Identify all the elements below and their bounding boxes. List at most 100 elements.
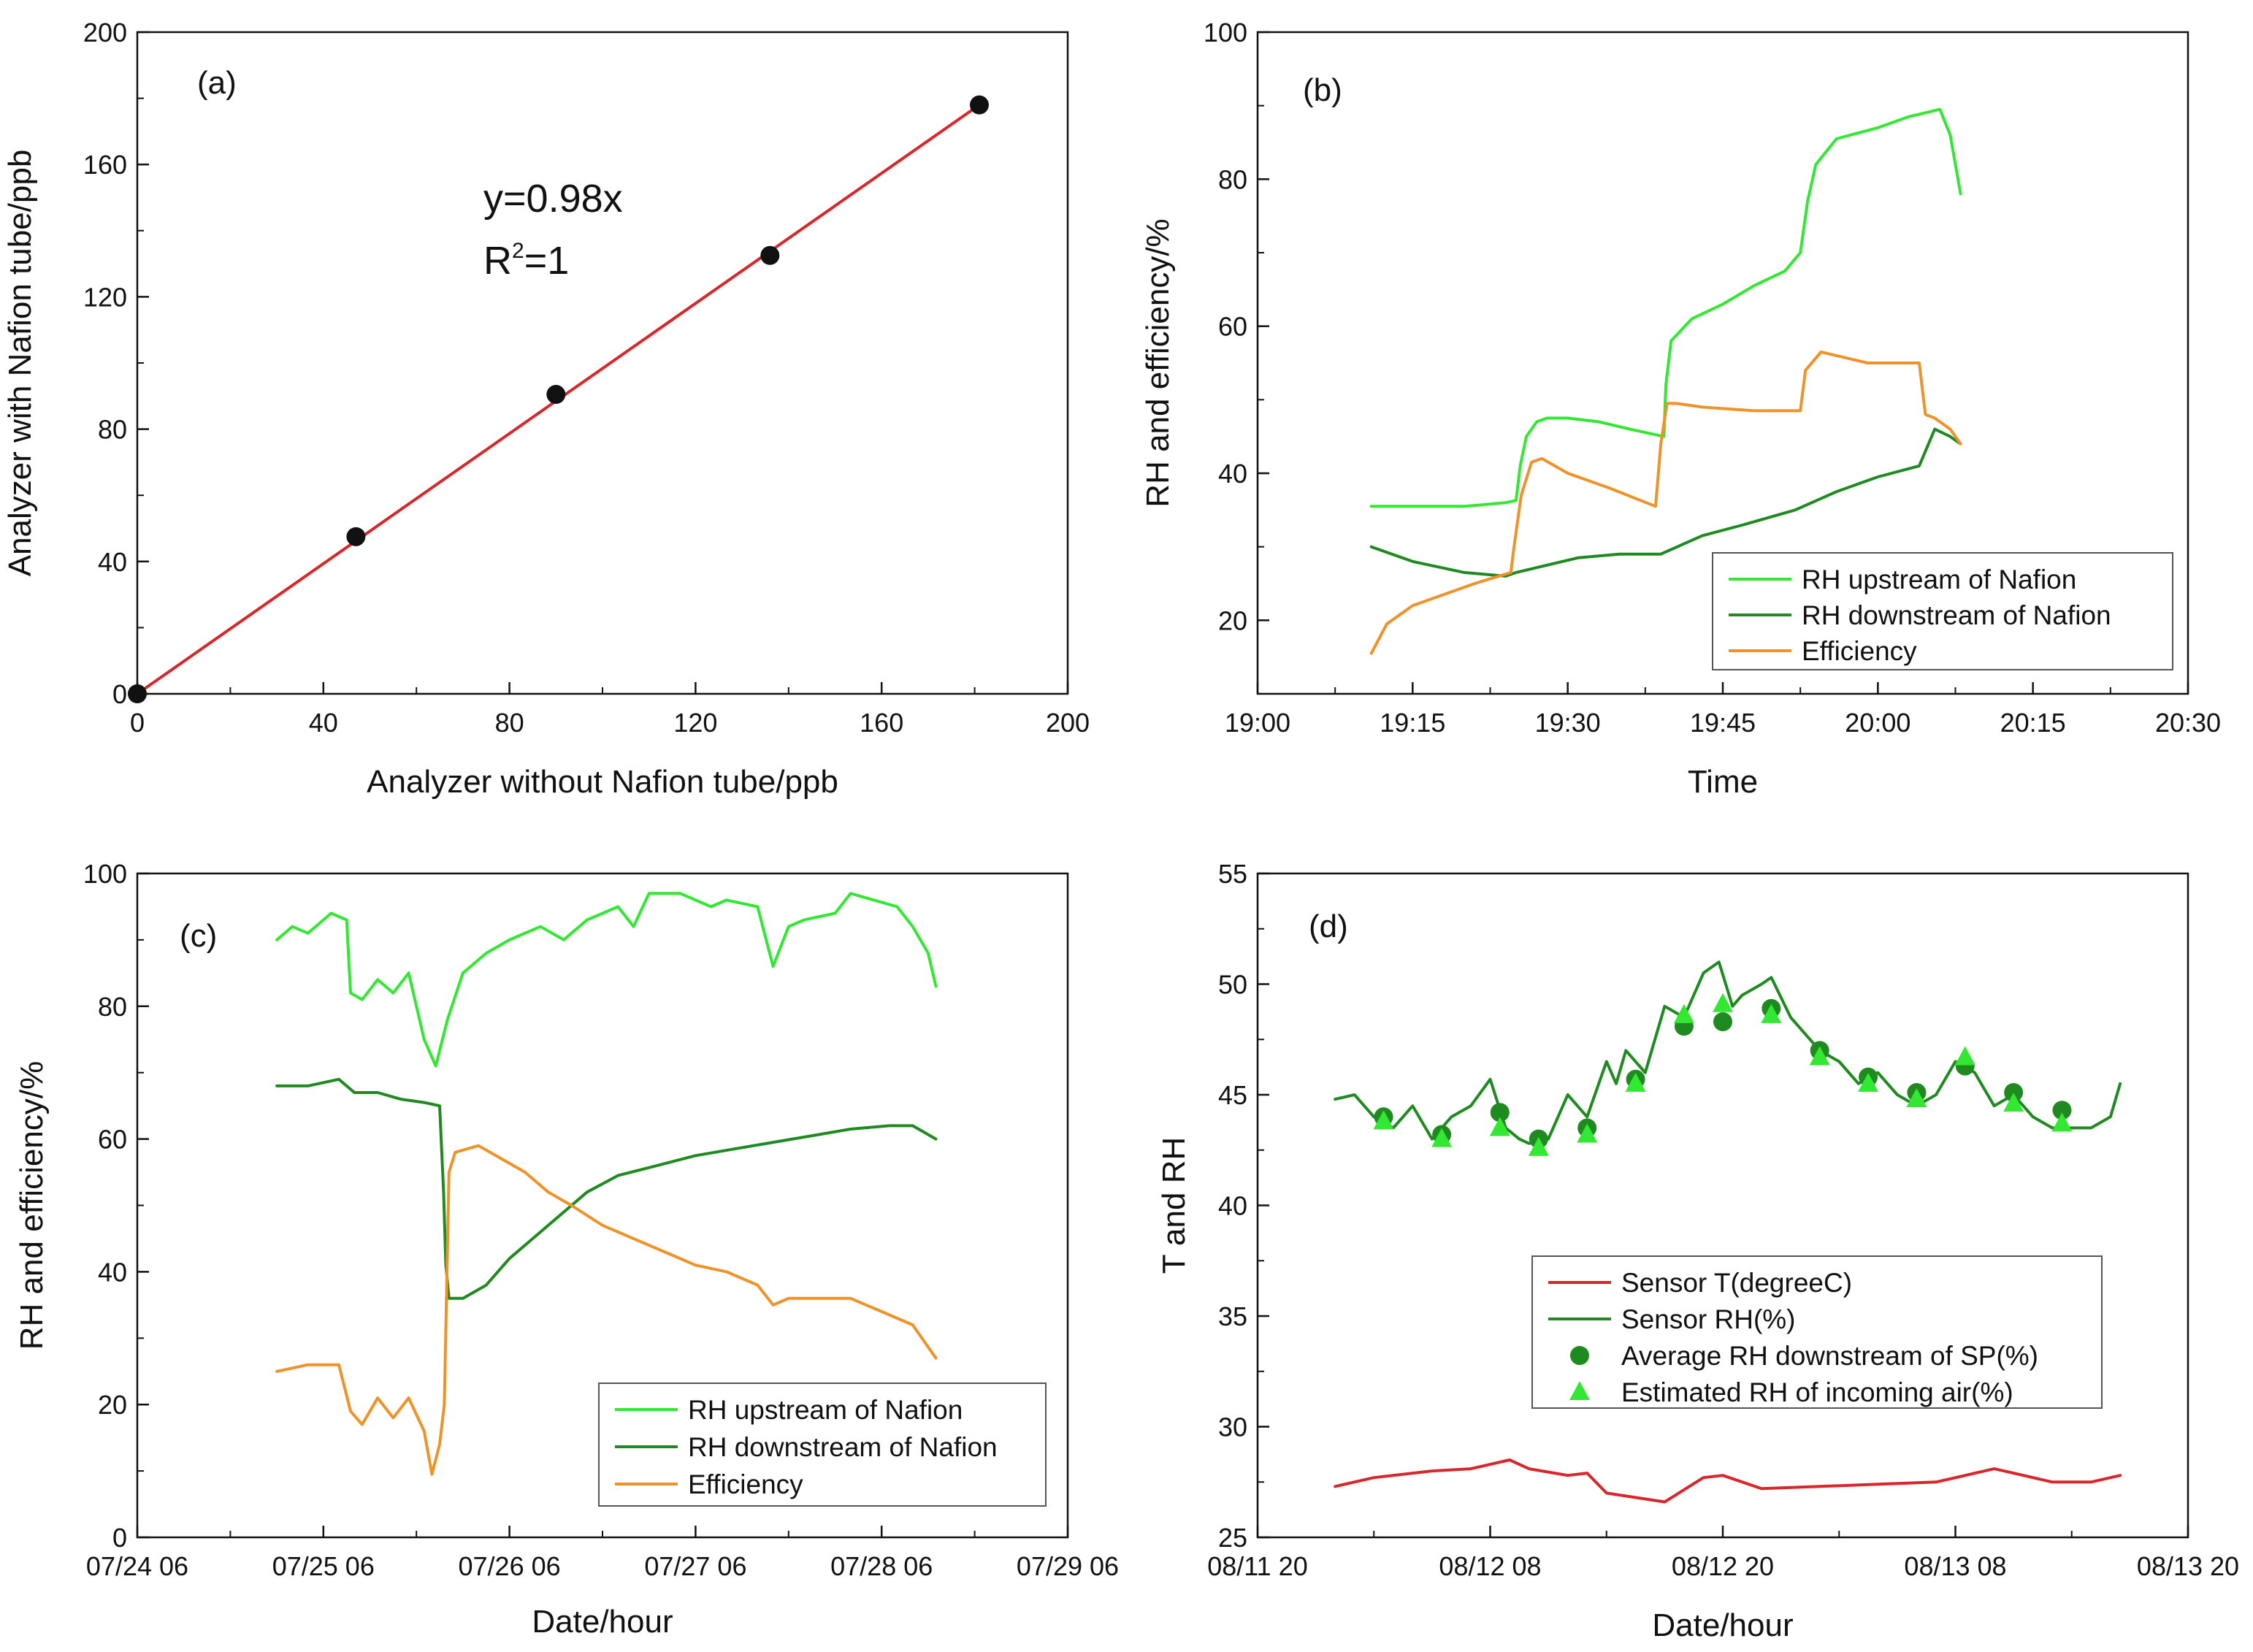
y-axis-label: T and RH [1156, 1137, 1192, 1274]
x-tick-label: 20:15 [2000, 708, 2066, 738]
legend-swatch-circle [1570, 1346, 1589, 1365]
y-tick-label: 50 [1218, 970, 1247, 1000]
y-tick-label: 80 [1218, 164, 1247, 194]
marker-triangle [1673, 1003, 1694, 1023]
r-squared-value: =1 [524, 239, 570, 283]
x-tick-label: 07/27 06 [644, 1551, 746, 1581]
y-tick-label: 25 [1218, 1523, 1247, 1553]
marker-triangle [1431, 1128, 1453, 1147]
series-line-d-1 [1334, 960, 2122, 1145]
data-point [760, 245, 780, 265]
legend-label: Estimated RH of incoming air(%) [1621, 1377, 2013, 1407]
panel-label: (d) [1309, 909, 1348, 944]
legend-b: RH upstream of Nafion RH downstream of Na… [1712, 552, 2173, 670]
y-tick-label: 200 [83, 18, 127, 47]
y-tick-label: 40 [1218, 1191, 1247, 1221]
x-tick-label: 40 [309, 708, 338, 738]
y-tick-label: 35 [1218, 1301, 1247, 1331]
marker-triangle [1809, 1046, 1830, 1066]
x-tick-label: 19:00 [1225, 708, 1290, 738]
x-axis-label: Date/hour [532, 1604, 673, 1640]
legend-label: Average RH downstream of SP(%) [1621, 1341, 2038, 1371]
legend-label: Efficiency [688, 1469, 803, 1499]
equation-label: y=0.98x [483, 177, 623, 221]
x-tick-label: 08/12 20 [1672, 1551, 1774, 1581]
y-tick-label: 40 [1218, 459, 1247, 489]
x-tick-label: 20:30 [2155, 708, 2221, 738]
y-tick-label: 60 [1218, 312, 1247, 342]
y-tick-label: 40 [98, 1257, 127, 1287]
legend-label: Sensor T(degreeC) [1621, 1268, 1852, 1298]
x-tick-label: 07/24 06 [86, 1551, 188, 1581]
y-axis-label: Analyzer with Nafion tube/ppb [2, 150, 38, 577]
x-tick-label: 20:00 [1845, 708, 1910, 738]
x-tick-label: 120 [673, 708, 717, 738]
marker-circle [2004, 1082, 2024, 1102]
marker-triangle [2003, 1093, 2024, 1112]
marker-triangle [1489, 1117, 1510, 1136]
marker-triangle [1577, 1123, 1598, 1143]
marker-circle [1490, 1103, 1510, 1123]
marker-triangle [1858, 1072, 1879, 1092]
r-squared-base: R [483, 239, 512, 283]
x-tick-label: 07/28 06 [830, 1551, 933, 1581]
y-tick-label: 45 [1218, 1080, 1247, 1110]
x-tick-label: 08/13 08 [1904, 1551, 2006, 1581]
x-tick-label: 160 [860, 708, 903, 738]
series-line-c-0 [275, 892, 938, 1068]
panel-label: (a) [197, 65, 237, 101]
y-tick-label: 100 [1204, 18, 1247, 47]
series-line-b-2 [1369, 350, 1962, 655]
marker-triangle [1373, 1110, 1394, 1130]
marker-triangle [1713, 993, 1733, 1012]
y-tick-label: 120 [83, 282, 127, 312]
x-tick-label: 19:45 [1690, 708, 1756, 738]
series-line-c-2 [275, 1144, 938, 1476]
x-axis-label: Analyzer without Nafion tube/ppb [367, 764, 838, 800]
marker-circle [2052, 1101, 2072, 1120]
y-tick-label: 30 [1218, 1412, 1247, 1442]
legend-label: RH upstream of Nafion [1802, 565, 2076, 594]
x-tick-label: 07/25 06 [272, 1551, 375, 1581]
x-tick-label: 07/29 06 [1017, 1551, 1119, 1581]
legend-label: Efficiency [1802, 636, 1917, 666]
x-tick-label: 0 [130, 708, 145, 738]
data-point [969, 95, 989, 115]
x-tick-label: 200 [1046, 708, 1090, 738]
series-line-d-0 [1334, 1458, 2122, 1504]
marker-triangle [1906, 1088, 1927, 1108]
y-tick-label: 160 [83, 150, 127, 180]
marker-triangle [1528, 1136, 1549, 1156]
marker-triangle [1761, 1003, 1782, 1023]
y-tick-label: 0 [112, 1523, 127, 1553]
panel-label: (b) [1303, 72, 1342, 108]
x-tick-label: 08/13 20 [2137, 1551, 2239, 1581]
y-tick-label: 80 [98, 992, 127, 1022]
x-tick-label: 07/26 06 [459, 1551, 561, 1581]
series-line-b-0 [1369, 107, 1962, 508]
marker-triangle [2051, 1112, 2073, 1132]
y-tick-label: 20 [98, 1390, 127, 1420]
marker-triangle [1625, 1072, 1646, 1092]
x-axis-label: Date/hour [1652, 1607, 1793, 1643]
panel-b: 19:00 19:15 19:30 19:45 20:00 20:15 20:30 20 40 6… [1140, 18, 2221, 800]
legend-box [1531, 1255, 2103, 1409]
data-point [128, 684, 147, 703]
legend-label: RH downstream of Nafion [1802, 600, 2111, 630]
panel-label: (c) [180, 918, 217, 954]
data-point [346, 527, 366, 546]
legend-label: RH upstream of Nafion [688, 1395, 963, 1425]
legend-label: RH downstream of Nafion [688, 1432, 998, 1462]
x-tick-label: 08/11 20 [1207, 1551, 1307, 1581]
x-tick-label: 19:15 [1380, 708, 1445, 738]
x-tick-label: 19:30 [1535, 708, 1601, 738]
panel-a: 0 40 80 120 160 200 0 40 80 120 160 200 Analyzer wit… [2, 18, 1090, 800]
r-squared-label: R2=1 [483, 239, 569, 283]
r-squared-exponent: 2 [512, 239, 524, 263]
panel-d: 08/11 20 08/12 08 08/12 20 08/13 08 08/13 20… [1156, 859, 2239, 1643]
x-axis-label: Time [1688, 764, 1758, 800]
y-tick-label: 80 [98, 415, 127, 445]
y-tick-label: 60 [98, 1125, 127, 1155]
y-axis-label: RH and efficiency/% [1140, 218, 1176, 507]
